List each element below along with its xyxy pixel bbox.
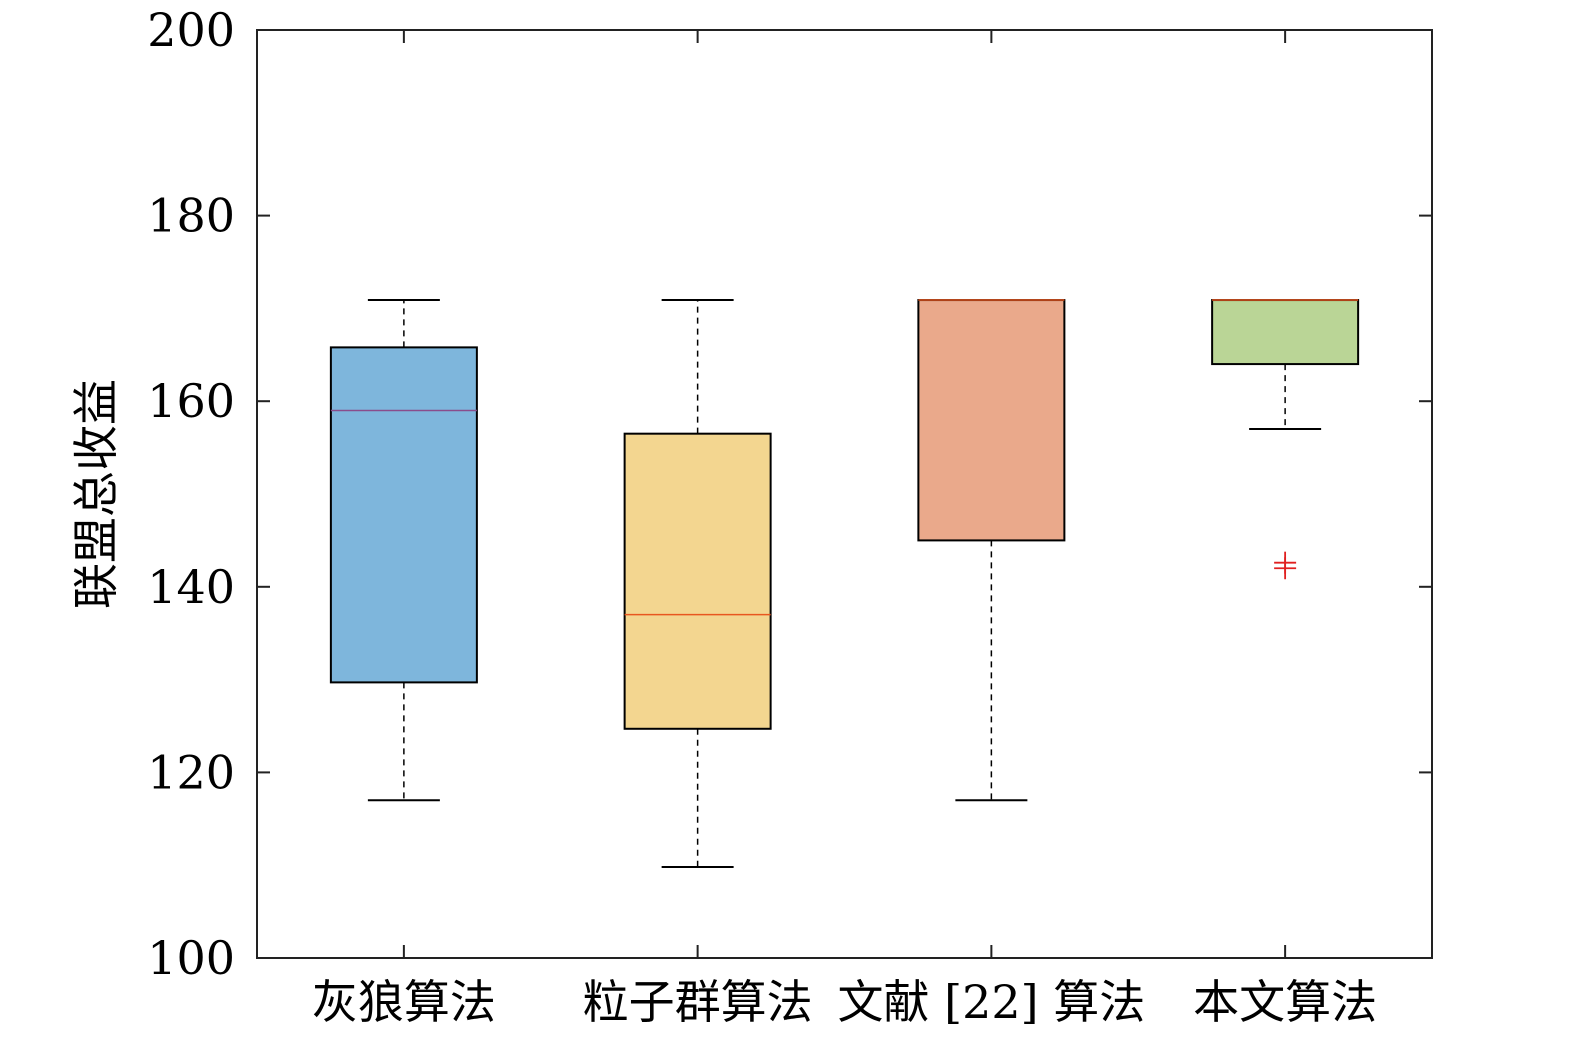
box-group xyxy=(1211,299,1360,580)
y-tick-label: 100 xyxy=(147,931,235,985)
x-category-label: 灰狼算法 xyxy=(312,975,496,1029)
x-category-label: 文献 [22] 算法 xyxy=(838,975,1146,1029)
plot-area xyxy=(329,299,1360,869)
box-group xyxy=(623,299,772,869)
y-tick-label: 140 xyxy=(147,560,235,614)
x-category-label: 本文算法 xyxy=(1193,975,1377,1029)
box xyxy=(623,432,772,730)
box xyxy=(1211,299,1360,366)
y-tick-label: 180 xyxy=(147,189,235,243)
y-tick-label: 120 xyxy=(147,745,235,799)
box-group xyxy=(917,299,1066,802)
box xyxy=(329,346,478,684)
x-category-label: 粒子群算法 xyxy=(583,975,813,1029)
y-axis-label: 联盟总收益 xyxy=(69,379,123,609)
box xyxy=(917,299,1066,542)
y-tick-label: 200 xyxy=(147,3,235,57)
y-tick-label: 160 xyxy=(147,374,235,428)
box-group xyxy=(329,299,478,802)
axis-ticks: 100 120 140 160 180 200 灰狼算法 粒子群算法 文献 [22] 算法 本文算… xyxy=(147,3,1432,1029)
axes-frame xyxy=(256,29,1433,959)
